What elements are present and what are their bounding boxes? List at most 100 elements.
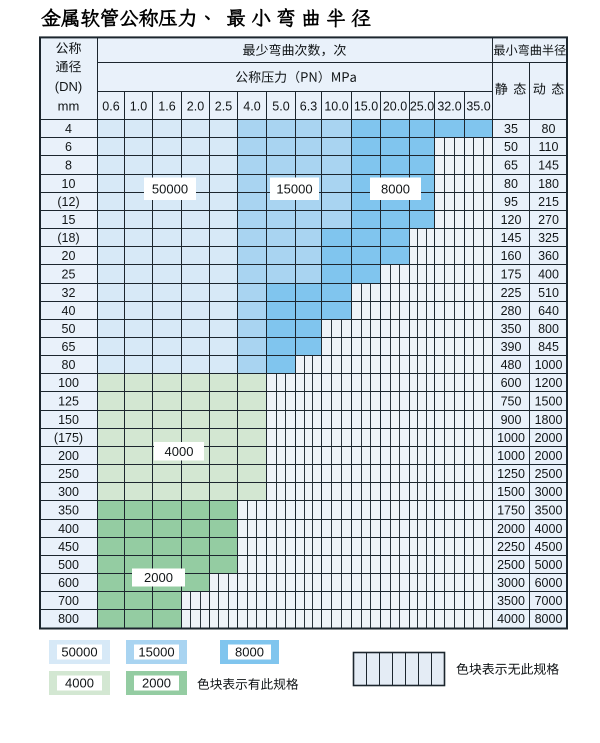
svg-text:1500: 1500 [497, 485, 525, 499]
svg-text:2000: 2000 [497, 522, 525, 536]
svg-text:500: 500 [58, 558, 79, 572]
svg-text:450: 450 [58, 540, 79, 554]
svg-text:2000: 2000 [535, 431, 563, 445]
svg-text:35.0: 35.0 [466, 99, 490, 113]
svg-text:845: 845 [538, 340, 559, 354]
svg-text:640: 640 [538, 304, 559, 318]
svg-text:80: 80 [504, 177, 518, 191]
svg-text:95: 95 [504, 195, 518, 209]
svg-text:4500: 4500 [535, 540, 563, 554]
svg-text:110: 110 [539, 140, 559, 154]
svg-text:400: 400 [538, 268, 559, 282]
svg-text:250: 250 [58, 467, 79, 481]
svg-text:(12): (12) [57, 195, 79, 209]
svg-text:145: 145 [501, 231, 522, 245]
svg-text:4000: 4000 [165, 444, 194, 459]
svg-text:600: 600 [501, 376, 522, 390]
svg-text:750: 750 [501, 395, 522, 409]
svg-text:510: 510 [538, 286, 559, 300]
svg-text:15.0: 15.0 [354, 99, 378, 113]
svg-text:400: 400 [58, 522, 79, 536]
svg-text:7000: 7000 [535, 594, 563, 608]
svg-text:2000: 2000 [535, 449, 563, 463]
svg-text:5000: 5000 [535, 558, 563, 572]
svg-text:215: 215 [538, 195, 559, 209]
svg-text:(175): (175) [54, 431, 83, 445]
svg-text:6: 6 [65, 140, 72, 154]
svg-text:25.0: 25.0 [410, 99, 434, 113]
svg-text:80: 80 [62, 358, 76, 372]
svg-text:360: 360 [538, 249, 559, 263]
svg-text:4000: 4000 [65, 676, 94, 691]
svg-text:15000: 15000 [138, 645, 174, 660]
svg-text:1800: 1800 [535, 413, 563, 427]
svg-text:3000: 3000 [535, 485, 563, 499]
svg-text:8000: 8000 [381, 181, 410, 196]
svg-text:1250: 1250 [497, 467, 525, 481]
svg-text:mm: mm [58, 99, 80, 114]
svg-text:25: 25 [62, 268, 76, 282]
svg-text:10.0: 10.0 [324, 99, 348, 113]
svg-text:8000: 8000 [235, 645, 264, 660]
svg-text:225: 225 [501, 286, 522, 300]
svg-text:175: 175 [501, 268, 522, 282]
svg-text:480: 480 [501, 358, 522, 372]
svg-text:270: 270 [538, 213, 559, 227]
svg-text:35: 35 [504, 122, 518, 136]
svg-text:15000: 15000 [276, 181, 312, 196]
svg-text:8000: 8000 [535, 612, 563, 626]
svg-text:20.0: 20.0 [383, 99, 407, 113]
svg-text:3000: 3000 [497, 576, 525, 590]
svg-text:200: 200 [58, 449, 79, 463]
svg-text:325: 325 [538, 231, 559, 245]
svg-text:15: 15 [62, 213, 76, 227]
svg-text:350: 350 [58, 504, 79, 518]
svg-text:1500: 1500 [535, 395, 563, 409]
svg-text:65: 65 [62, 340, 76, 354]
svg-text:1.6: 1.6 [158, 99, 175, 113]
svg-text:125: 125 [58, 395, 79, 409]
svg-text:280: 280 [501, 304, 522, 318]
svg-text:1.0: 1.0 [130, 99, 147, 113]
svg-text:(18): (18) [57, 231, 79, 245]
svg-text:2.0: 2.0 [187, 99, 204, 113]
svg-text:350: 350 [501, 322, 522, 336]
svg-text:1000: 1000 [497, 431, 525, 445]
svg-text:3500: 3500 [497, 594, 525, 608]
svg-text:6000: 6000 [535, 576, 563, 590]
svg-text:8: 8 [65, 159, 72, 173]
svg-text:180: 180 [538, 177, 559, 191]
svg-text:600: 600 [58, 576, 79, 590]
svg-text:120: 120 [501, 213, 522, 227]
svg-text:150: 150 [58, 413, 79, 427]
svg-text:4.0: 4.0 [243, 99, 260, 113]
svg-text:20: 20 [62, 249, 76, 263]
svg-text:50000: 50000 [61, 645, 97, 660]
svg-text:160: 160 [501, 249, 522, 263]
svg-text:4000: 4000 [497, 612, 525, 626]
svg-text:2000: 2000 [142, 676, 171, 691]
svg-text:1000: 1000 [497, 449, 525, 463]
svg-text:2250: 2250 [497, 540, 525, 554]
svg-text:300: 300 [58, 485, 79, 499]
svg-text:4: 4 [65, 122, 72, 136]
svg-text:5.0: 5.0 [272, 99, 289, 113]
svg-text:900: 900 [501, 413, 522, 427]
svg-text:2.5: 2.5 [215, 99, 232, 113]
svg-text:700: 700 [58, 594, 79, 608]
svg-text:2500: 2500 [535, 467, 563, 481]
svg-text:4000: 4000 [535, 522, 563, 536]
svg-text:0.6: 0.6 [102, 99, 119, 113]
svg-text:800: 800 [58, 612, 79, 626]
svg-text:3500: 3500 [535, 504, 563, 518]
svg-text:32: 32 [62, 286, 76, 300]
svg-text:32.0: 32.0 [437, 99, 461, 113]
svg-text:145: 145 [538, 159, 559, 173]
svg-text:1200: 1200 [535, 376, 563, 390]
svg-text:10: 10 [62, 177, 76, 191]
svg-text:(DN): (DN) [55, 79, 82, 94]
svg-text:800: 800 [538, 322, 559, 336]
svg-text:2000: 2000 [144, 570, 173, 585]
svg-text:50000: 50000 [152, 181, 188, 196]
svg-text:390: 390 [501, 340, 522, 354]
